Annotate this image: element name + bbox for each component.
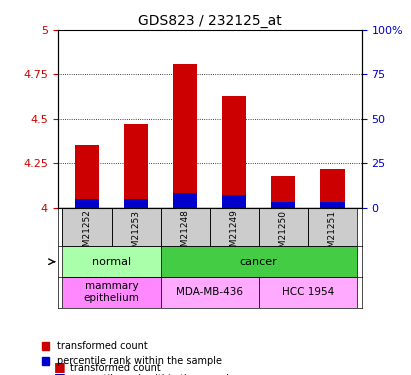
Bar <box>259 277 357 308</box>
Bar <box>271 176 296 208</box>
Bar <box>62 246 161 277</box>
Text: GSM21250: GSM21250 <box>279 210 288 258</box>
Text: ■: ■ <box>53 371 65 375</box>
Text: cancer: cancer <box>240 257 277 267</box>
Text: percentile rank within the sample: percentile rank within the sample <box>70 374 235 375</box>
Bar <box>173 64 197 208</box>
Text: normal: normal <box>92 257 131 267</box>
Bar <box>222 195 247 208</box>
FancyBboxPatch shape <box>210 208 259 246</box>
FancyBboxPatch shape <box>161 208 210 246</box>
Bar <box>320 168 344 208</box>
Text: ■: ■ <box>53 360 65 373</box>
FancyBboxPatch shape <box>308 208 357 246</box>
Text: MDA-MB-436: MDA-MB-436 <box>176 287 243 297</box>
Bar <box>124 199 148 208</box>
Bar <box>75 199 99 208</box>
Text: GSM21249: GSM21249 <box>230 210 239 258</box>
Text: GSM21251: GSM21251 <box>328 210 337 258</box>
FancyBboxPatch shape <box>111 208 161 246</box>
FancyBboxPatch shape <box>62 208 111 246</box>
Bar <box>271 202 296 208</box>
Bar <box>124 124 148 208</box>
Legend: transformed count, percentile rank within the sample: transformed count, percentile rank withi… <box>38 338 226 370</box>
Text: GSM21253: GSM21253 <box>132 210 141 258</box>
Text: transformed count: transformed count <box>70 363 161 373</box>
Text: GSM21248: GSM21248 <box>180 210 189 258</box>
Bar <box>62 277 161 308</box>
Bar <box>161 246 357 277</box>
Bar <box>161 277 259 308</box>
Bar <box>173 194 197 208</box>
Title: GDS823 / 232125_at: GDS823 / 232125_at <box>138 13 282 28</box>
Bar <box>320 202 344 208</box>
FancyBboxPatch shape <box>259 208 308 246</box>
Text: GSM21252: GSM21252 <box>83 210 92 258</box>
Bar <box>75 146 99 208</box>
Bar <box>222 96 247 208</box>
Text: HCC 1954: HCC 1954 <box>282 287 334 297</box>
Text: mammary
epithelium: mammary epithelium <box>83 281 139 303</box>
